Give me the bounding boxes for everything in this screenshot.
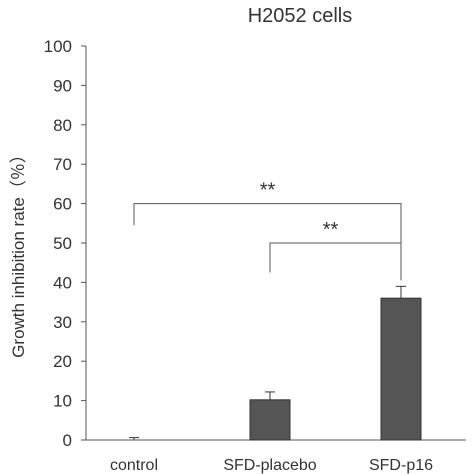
y-tick-labels: 0 10 20 30 40 50 60 70 80 90 100: [44, 37, 72, 450]
significance-label: **: [323, 219, 339, 241]
bar-sfd-placebo: [249, 399, 291, 441]
significance-bracket: [269, 242, 402, 273]
y-tick-label: 60: [53, 195, 72, 214]
y-tick-label: 90: [53, 76, 72, 95]
significance-bracket: [133, 203, 402, 281]
chart-title: H2052 cells: [248, 5, 353, 27]
x-tick-labels: control SFD-placebo SFD-p16: [110, 457, 433, 474]
y-tick-label: 70: [53, 155, 72, 174]
y-tick-label: 50: [53, 234, 72, 253]
significance-label: **: [260, 180, 276, 202]
y-tick-label: 20: [53, 352, 72, 371]
bar-sfd-p16: [380, 297, 422, 441]
y-tick-label: 100: [44, 37, 72, 56]
y-tick-label: 80: [53, 116, 72, 135]
x-tick-label: control: [110, 457, 158, 474]
y-tick-label: 0: [63, 431, 72, 450]
significance-brackets: ** **: [133, 180, 402, 281]
y-tick-label: 40: [53, 273, 72, 292]
bars: [249, 297, 422, 441]
y-tick-label: 30: [53, 313, 72, 332]
x-tick-label: SFD-placebo: [223, 457, 316, 474]
x-tick-label: SFD-p16: [369, 457, 433, 474]
error-bars: [129, 285, 406, 440]
y-tick-label: 10: [53, 392, 72, 411]
y-axis-label: Growth inhibition rate（％）: [9, 146, 28, 358]
